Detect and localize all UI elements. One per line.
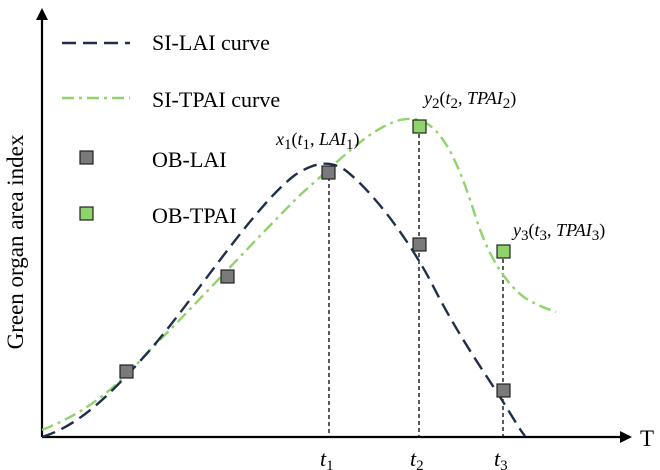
tick-label-t2: t2 — [410, 446, 424, 470]
legend-label-si-tpai: SI-TPAI curve — [152, 87, 280, 112]
legend-label-si-lai: SI-LAI curve — [152, 30, 270, 55]
legend-swatch-ob-tpai — [79, 206, 94, 221]
annotation-y2: y2(t2, TPAI2) — [422, 88, 516, 112]
tick-label-t1: t1 — [320, 446, 334, 470]
annotation-y3: y3(t3, TPAI3) — [511, 220, 605, 244]
si-tpai-curve — [41, 117, 557, 432]
si-lai-curve — [41, 162, 526, 439]
x-axis-end-label: T — [640, 426, 654, 451]
ob-lai-marker — [220, 269, 235, 284]
y-axis-title: Green organ area index — [3, 134, 28, 349]
annotation-x1: x1(t1, LAI1) — [275, 129, 360, 153]
legend-label-ob-tpai: OB-TPAI — [152, 203, 237, 228]
ob-tpai-marker — [496, 244, 511, 259]
ob-lai-marker — [412, 237, 427, 252]
legend-swatch-ob-lai — [79, 150, 94, 165]
legend-label-ob-lai: OB-LAI — [152, 147, 227, 172]
ob-tpai-marker — [412, 119, 427, 134]
legend: SI-LAI curve SI-TPAI curve OB-LAI OB-TPA… — [62, 30, 280, 228]
ob-lai-marker — [119, 364, 134, 379]
ob-lai-marker — [496, 383, 511, 398]
ob-lai-marker — [321, 165, 336, 180]
tick-label-t3: t3 — [494, 446, 508, 470]
